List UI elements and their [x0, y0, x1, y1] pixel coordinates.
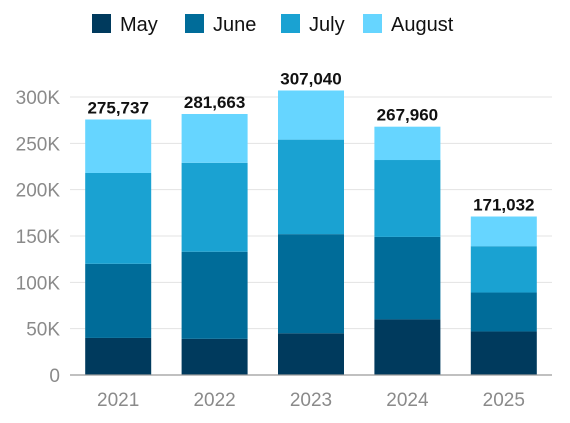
bar-segment-august-2022 [181, 113, 248, 163]
legend-swatch [281, 14, 300, 33]
bar-segment-may-2024 [374, 319, 441, 375]
y-tick-label: 50K [26, 320, 60, 341]
y-axis-ticks: 0 50K 100K 150K 200K 250K 300K [16, 88, 61, 387]
bar-segment-june-2022 [181, 251, 248, 339]
bar-segment-july-2021 [85, 172, 152, 264]
legend-item-may: May [92, 14, 158, 36]
bar-total-label: 171,032 [473, 196, 534, 215]
y-tick-label: 100K [16, 273, 61, 294]
legend: May June July August [92, 14, 454, 36]
y-tick-label: 250K [16, 134, 61, 155]
bar-segment-july-2022 [181, 162, 248, 252]
bar-segment-june-2024 [374, 236, 441, 320]
legend-swatch [363, 14, 382, 33]
y-tick-label: 200K [16, 181, 61, 202]
bar-total-label: 281,663 [184, 93, 245, 112]
bar-segment-august-2025 [470, 216, 537, 247]
y-tick-label: 300K [16, 88, 61, 109]
bar-total-label: 267,960 [377, 106, 438, 125]
bar-total-label: 307,040 [280, 69, 341, 88]
legend-swatch [92, 14, 111, 33]
x-tick-label: 2024 [386, 390, 429, 411]
x-tick-label: 2023 [290, 390, 332, 411]
legend-label: August [391, 14, 454, 36]
x-axis-ticks: 2021 2022 2023 2024 2025 [97, 390, 525, 411]
bar-segment-august-2024 [374, 126, 441, 161]
bar-segment-july-2023 [278, 139, 344, 235]
bar-segment-july-2024 [374, 160, 441, 237]
bar-segment-july-2025 [470, 246, 537, 293]
bar-total-labels: 275,737 281,663 307,040 267,960 171,032 [87, 69, 534, 214]
legend-label: July [309, 14, 345, 36]
legend-label: June [213, 14, 256, 36]
bar-segment-may-2022 [181, 338, 248, 375]
bar-segment-august-2021 [85, 119, 152, 173]
y-tick-label: 0 [49, 366, 60, 387]
legend-item-august: August [363, 14, 454, 36]
bar-segment-june-2021 [85, 263, 152, 338]
bar-segment-june-2025 [470, 292, 537, 332]
legend-item-july: July [281, 14, 345, 36]
x-tick-label: 2022 [193, 390, 235, 411]
y-tick-label: 150K [16, 227, 61, 248]
bar-segment-june-2023 [278, 234, 344, 334]
bar-segment-may-2025 [470, 331, 537, 375]
bars [85, 90, 537, 375]
bar-segment-may-2023 [278, 333, 344, 375]
bar-segment-may-2021 [85, 337, 152, 375]
x-tick-label: 2021 [97, 390, 139, 411]
bar-segment-august-2023 [278, 90, 344, 140]
x-tick-label: 2025 [483, 390, 525, 411]
legend-swatch [185, 14, 204, 33]
legend-item-june: June [185, 14, 256, 36]
bar-total-label: 275,737 [87, 98, 148, 117]
legend-label: May [120, 14, 158, 36]
